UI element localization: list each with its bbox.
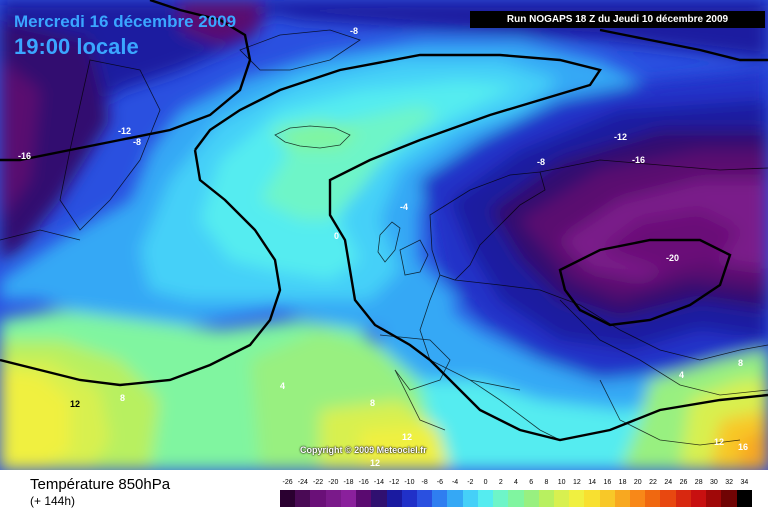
- legend-label: 4: [514, 479, 518, 486]
- forecast-date: Mercredi 16 décembre 2009: [14, 12, 237, 31]
- contour-label: -12: [118, 126, 132, 136]
- color-legend: -26 -24 -22 -20 -18 -16 -14 -12 -10 -8 -6 -4 -2 0 2 4 6 8…: [280, 479, 752, 509]
- legend-swatch: [675, 490, 691, 507]
- legend-swatch: [706, 490, 722, 507]
- contour-label: -8: [350, 26, 359, 36]
- legend-label: 32: [725, 479, 734, 486]
- legend-label: 8: [544, 479, 549, 486]
- contour-label: 12: [714, 437, 725, 447]
- contour-label: 12: [370, 458, 381, 468]
- legend-label: -12: [389, 479, 400, 486]
- legend-label: -2: [467, 479, 474, 486]
- legend-label: -18: [343, 479, 354, 486]
- legend-label: 20: [633, 479, 642, 486]
- legend-label: 26: [679, 479, 688, 486]
- legend-swatch: [721, 490, 737, 507]
- contour-label: 0: [334, 231, 340, 241]
- legend-swatch: [508, 490, 524, 507]
- contour-label: 8: [738, 358, 744, 368]
- lead-time: (+ 144h): [30, 494, 76, 508]
- contour-label: -8: [133, 137, 142, 147]
- legend-label: 28: [694, 479, 703, 486]
- legend-label: 10: [557, 479, 566, 486]
- legend-label: -20: [328, 479, 339, 486]
- legend-label: -6: [436, 479, 443, 486]
- legend-swatch: [401, 490, 417, 507]
- legend-swatch: [614, 490, 631, 507]
- contour-label: -4: [400, 202, 409, 212]
- legend-swatch: [295, 490, 311, 507]
- legend-swatch: [538, 490, 554, 507]
- legend-label: 14: [588, 479, 597, 486]
- contour-label: 8: [370, 398, 376, 408]
- legend-swatch: [630, 490, 646, 507]
- legend-label: 30: [710, 479, 718, 486]
- contour-label: -16: [632, 155, 646, 165]
- legend-label: -16: [358, 479, 369, 486]
- legend-swatch: [660, 490, 676, 507]
- legend-swatch: [690, 490, 707, 507]
- legend-swatch: [416, 490, 433, 507]
- contour-label: -12: [614, 132, 628, 142]
- legend-swatch: [493, 490, 509, 507]
- legend-label: -4: [451, 479, 459, 486]
- legend-label: -22: [313, 479, 324, 486]
- legend-label: 6: [529, 479, 534, 486]
- contour-label: -20: [666, 253, 680, 263]
- legend-swatch: [280, 490, 296, 507]
- legend-label: 22: [649, 479, 657, 486]
- legend-swatch: [325, 490, 341, 507]
- map-canvas: [0, 0, 768, 470]
- legend-swatch: [523, 490, 539, 507]
- legend-swatch: [310, 490, 326, 507]
- contour-label: -16: [18, 151, 32, 161]
- contour-label: 4: [280, 381, 286, 391]
- legend-swatch: [569, 490, 585, 507]
- legend-swatches: [280, 490, 752, 507]
- isotherms: [0, 0, 768, 442]
- temperature-map[interactable]: -8 -12 -8 -16 -12 -8 -16 -4 0 -20 4 4 8 12 8 12 12 12 16 8 …: [0, 0, 768, 470]
- legend-label: 2: [498, 479, 503, 486]
- run-info-banner: Run NOGAPS 18 Z du Jeudi 10 décembre 200…: [470, 11, 765, 28]
- legend-label: -24: [297, 479, 308, 486]
- legend-swatch: [462, 490, 478, 507]
- copyright-text: Copyright © 2009 Meteociel.fr: [300, 445, 427, 455]
- coastlines: [0, 29, 768, 446]
- legend-swatch: [584, 490, 600, 507]
- legend-label: 12: [572, 479, 581, 486]
- contour-label: 16: [738, 442, 749, 452]
- legend-label: 18: [618, 479, 627, 486]
- forecast-time: 19:00 locale: [14, 34, 139, 59]
- legend-label: 16: [603, 479, 612, 486]
- legend-labels: -26 -24 -22 -20 -18 -16 -14 -12 -10 -8 -6 -4 -2 0 2 4 6 8…: [280, 479, 752, 489]
- legend-label: -14: [373, 479, 385, 486]
- legend-swatch: [432, 490, 448, 507]
- legend-swatch: [356, 490, 372, 507]
- legend-swatch: [736, 490, 752, 507]
- legend-swatch: [386, 490, 402, 507]
- legend-label: -26: [282, 479, 293, 486]
- contour-label: 12: [402, 432, 413, 442]
- legend-swatch: [447, 490, 463, 507]
- legend-swatch: [371, 490, 387, 507]
- legend-swatch: [553, 490, 570, 507]
- legend-label: 0: [483, 479, 488, 486]
- contour-label: 12: [70, 399, 81, 409]
- legend-swatch: [340, 490, 357, 507]
- contour-label: -8: [537, 157, 546, 167]
- contour-label: 8: [120, 393, 126, 403]
- legend-label: -10: [404, 479, 415, 486]
- contour-label: 4: [679, 370, 685, 380]
- legend-label: 24: [664, 479, 673, 486]
- legend-swatch: [645, 490, 661, 507]
- parameter-title: Température 850hPa: [30, 476, 171, 493]
- legend-label: 34: [740, 479, 749, 486]
- legend-label: -8: [421, 479, 428, 486]
- legend-swatch: [477, 490, 494, 507]
- legend-swatch: [599, 490, 615, 507]
